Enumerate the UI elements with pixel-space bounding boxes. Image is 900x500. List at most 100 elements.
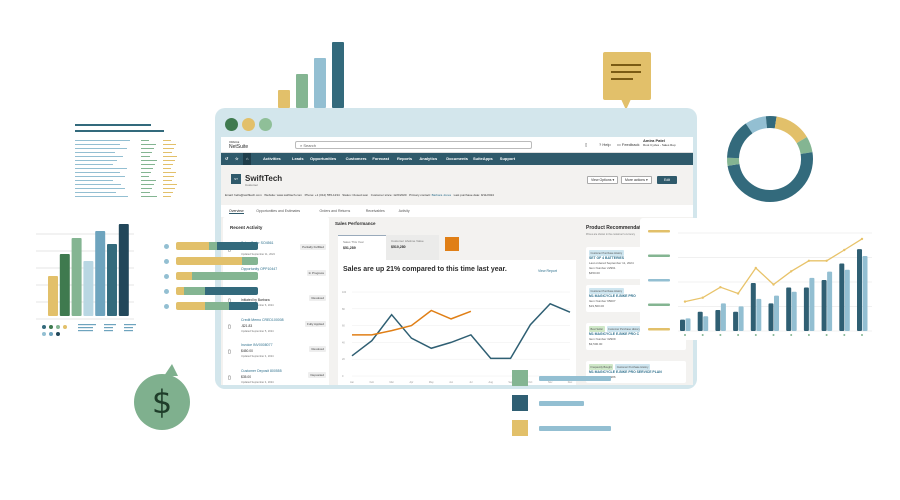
- x-marker: [719, 334, 722, 336]
- nav-forecast[interactable]: Forecast: [372, 156, 390, 161]
- netsuite-logo[interactable]: ORACLE NetSuite: [229, 141, 249, 150]
- tab-4[interactable]: Activity: [398, 209, 410, 213]
- trend-point: [790, 270, 793, 273]
- recommendation-card[interactable]: Frequently Bought Customer Purchase Histo…: [586, 361, 686, 383]
- recent-icon[interactable]: ↺: [225, 156, 229, 161]
- legend-line: [539, 426, 611, 431]
- bar: [48, 276, 58, 316]
- bar-light: [809, 277, 815, 331]
- rec-name[interactable]: M1 MAGICYCLE E-BIKE PRO: [589, 294, 636, 298]
- window-dot-1[interactable]: [225, 118, 238, 131]
- nav-support[interactable]: Support: [499, 156, 516, 161]
- legend-swatch-dark: [512, 395, 528, 411]
- bar-light: [703, 316, 709, 331]
- legend-line: [539, 401, 584, 406]
- kpi-sales-this-year[interactable]: Sales This Year $51,289: [338, 235, 386, 260]
- activity-item[interactable]: ▯ Invoice INV0008077 $450.00 Updated Sep…: [228, 343, 326, 365]
- edit-button[interactable]: Edit: [657, 176, 677, 184]
- decor-line: [141, 176, 149, 178]
- nav-leads[interactable]: Leads: [292, 156, 304, 161]
- nav-documents[interactable]: Documents: [446, 156, 468, 161]
- nav-analytics[interactable]: Analytics: [419, 156, 438, 161]
- decor-line: [75, 156, 123, 158]
- decor-line: [141, 188, 152, 190]
- rec-detail: $450.00: [589, 271, 600, 275]
- stacked-bar: [176, 287, 258, 295]
- bar-dark: [715, 310, 721, 331]
- tab-0[interactable]: Overview: [229, 209, 244, 214]
- rec-detail: $19,500.00: [589, 304, 605, 308]
- trend-point: [843, 248, 846, 252]
- main-nav: ↺ ☆ ⌂ Activities Leads Opportunities Custom…: [221, 153, 693, 165]
- donut-slice: [796, 136, 813, 155]
- bar-segment: [208, 242, 217, 250]
- rec-name[interactable]: SET OF 4 BATTERIES: [589, 256, 624, 260]
- view-options-button[interactable]: View Options ▾: [587, 176, 619, 184]
- activity-title[interactable]: Credit Memo CRED100008: [241, 317, 284, 322]
- legend-text: [104, 330, 113, 332]
- bar-segment: [241, 257, 258, 265]
- rec-tag: Customer Purchase History: [606, 326, 642, 332]
- x-marker: [772, 334, 775, 336]
- search-input[interactable]: ⌕ Search: [295, 141, 532, 149]
- activity-updated: Updated September 4, 2024: [241, 355, 274, 358]
- nav-suiteapps[interactable]: SuiteApps: [473, 156, 493, 161]
- tab-3[interactable]: Receivables: [365, 209, 385, 213]
- document-icon: ▯: [228, 298, 231, 304]
- legend-text: [104, 327, 113, 329]
- decor-line: [75, 184, 121, 186]
- donut-slice: [774, 116, 807, 144]
- decor-line: [141, 160, 157, 162]
- legend-text: [124, 324, 136, 326]
- activity-item[interactable]: ▯ Customer Deposit 800555 $35.00 Updated…: [228, 369, 326, 386]
- customer-icon: ST: [231, 174, 241, 184]
- x-marker: [807, 334, 810, 336]
- bar-dark: [768, 303, 774, 331]
- dollar-bubble-icon: $: [134, 364, 190, 430]
- document-icon[interactable]: ▯: [585, 142, 588, 147]
- decor-line: [141, 168, 153, 170]
- x-tick-label: Jun: [449, 381, 454, 384]
- feedback-link[interactable]: ▭ Feedback: [617, 142, 640, 147]
- decor-line: [163, 168, 171, 170]
- nav-customers[interactable]: Customers: [345, 156, 367, 161]
- kpi-lifetime-value[interactable]: Customer Lifetime Value $510,280: [386, 235, 439, 260]
- legend-dot: [49, 325, 53, 329]
- user-menu[interactable]: Amira Patel Root Cycles - Sales Rep: [643, 138, 676, 148]
- more-actions-button[interactable]: More actions ▾: [621, 176, 652, 184]
- rec-name[interactable]: M1 MAGICYCLE E-BIKE PRO SERVICE PLAN: [589, 370, 662, 374]
- view-report-link[interactable]: View Report: [538, 269, 558, 273]
- activity-title[interactable]: Invoice INV0008077: [241, 343, 273, 347]
- top-bar-chart: [278, 42, 344, 108]
- bar-segment: [176, 257, 242, 265]
- trend-point: [736, 292, 740, 295]
- tab-1[interactable]: Opportunities and Estimates: [256, 209, 301, 213]
- bar-light: [844, 269, 850, 331]
- bar: [59, 254, 70, 316]
- x-tick-label: Apr: [410, 381, 414, 384]
- bar-segment: [229, 302, 258, 310]
- decor-line: [163, 152, 172, 154]
- decor-line: [163, 144, 176, 146]
- home-icon[interactable]: ⌂: [243, 153, 252, 165]
- tab-2[interactable]: Orders and Returns: [319, 209, 351, 213]
- rec-name[interactable]: M1 MAGICYCLE E-BIKE PRO C: [589, 332, 640, 336]
- nav-opportunities[interactable]: Opportunities: [310, 156, 337, 161]
- activity-item[interactable]: ▯ Credit Memo CRED100008 -$21.83 Updated…: [228, 318, 326, 340]
- rec-detail: $3,500.00: [589, 342, 603, 346]
- nav-reports[interactable]: Reports: [397, 156, 413, 161]
- recs-title: Product Recommendations: [586, 225, 652, 231]
- activity-title[interactable]: Opportunity OPP10447: [241, 266, 278, 271]
- legend-dot: [42, 332, 46, 336]
- primary-contact-link[interactable]: Barbara Jones: [431, 193, 452, 197]
- bar-light: [774, 295, 779, 331]
- activity-amount: Initiated by Barbara: [241, 298, 270, 302]
- nav-activities[interactable]: Activities: [263, 156, 281, 161]
- star-icon[interactable]: ☆: [235, 156, 239, 161]
- bar-dark: [750, 283, 756, 331]
- window-dot-2[interactable]: [242, 118, 255, 131]
- help-link[interactable]: ? Help: [599, 142, 611, 147]
- decor-line: [141, 196, 157, 198]
- window-dot-3[interactable]: [259, 118, 272, 131]
- activity-title[interactable]: Customer Deposit 800555: [241, 368, 282, 373]
